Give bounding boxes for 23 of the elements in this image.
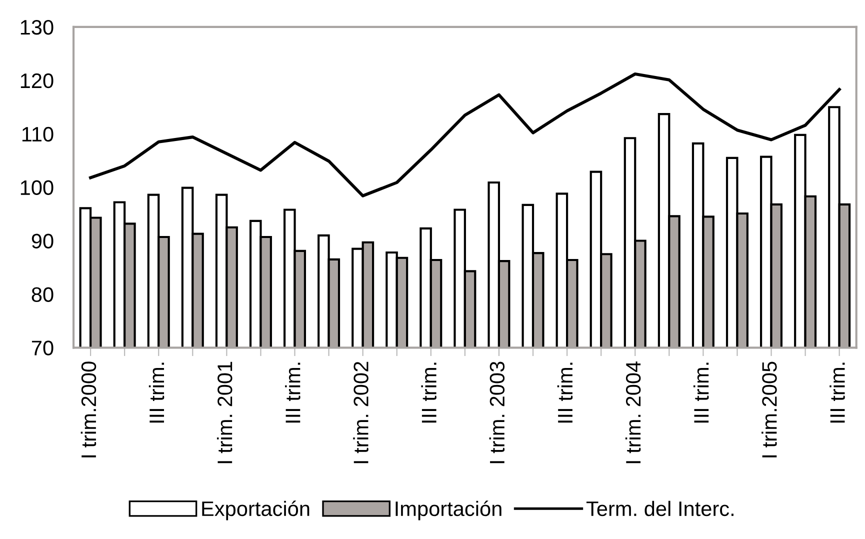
y-tick-label: 70	[32, 340, 54, 356]
line-series	[89, 72, 841, 198]
x-tick-label: I trim. 2004	[625, 361, 641, 464]
legend-label: Term. del Interc.	[586, 500, 734, 516]
x-tick-label: III trim.	[830, 362, 845, 423]
y-tick-label: 130	[20, 20, 54, 35]
x-tick-label: I trim.2005	[762, 362, 777, 458]
x-tick-label: I trim. 2003	[489, 362, 505, 464]
x-tick-label: III trim.	[693, 362, 709, 423]
x-tick-label: I trim. 2002	[353, 362, 368, 464]
x-tick-label: III trim.	[285, 362, 300, 423]
x-tick-label: I trim.2000	[80, 362, 96, 458]
y-tick-label: 90	[32, 234, 54, 249]
legend-label: Importación	[396, 500, 502, 520]
legend-label: Exportación	[202, 500, 310, 520]
x-tick-label: III trim.	[557, 362, 573, 423]
y-tick-label: 110	[22, 126, 54, 142]
x-tick-label: I trim. 2001	[216, 362, 232, 464]
y-tick-label: 80	[32, 287, 54, 302]
x-tick-label: III trim.	[148, 362, 164, 423]
x-tick-label: III trim.	[421, 362, 436, 423]
y-tick-label: 120	[20, 73, 54, 88]
y-tick-label: 100	[20, 180, 54, 196]
